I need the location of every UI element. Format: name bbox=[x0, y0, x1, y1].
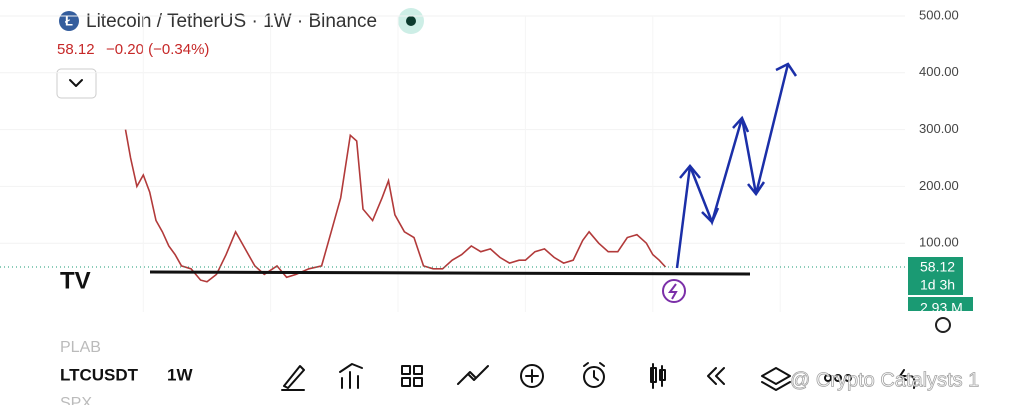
price-line bbox=[124, 129, 667, 283]
coin-letter: Ł bbox=[65, 13, 73, 28]
collapse-button[interactable] bbox=[56, 68, 97, 99]
price-tag bbox=[908, 257, 963, 295]
alert-tool[interactable] bbox=[583, 366, 605, 388]
arrow-heads bbox=[679, 62, 798, 225]
indicators-tool[interactable] bbox=[339, 363, 363, 389]
symbol-above[interactable]: PLAB bbox=[60, 339, 101, 356]
more-dot[interactable] bbox=[844, 374, 852, 382]
settings-icon[interactable] bbox=[935, 317, 951, 333]
countdown: 1d 3h bbox=[920, 277, 955, 293]
candle-tool[interactable] bbox=[650, 363, 666, 389]
compare-tool[interactable] bbox=[457, 365, 489, 385]
symbol-below[interactable]: SPX bbox=[60, 395, 92, 410]
status-dot bbox=[406, 16, 416, 26]
last-price: 58.12 bbox=[57, 41, 95, 58]
undo-tool[interactable] bbox=[899, 369, 916, 389]
volume-tag bbox=[908, 297, 973, 311]
y-tick-label: 300.00 bbox=[919, 121, 959, 136]
symbol[interactable]: LTCUSDT bbox=[60, 365, 139, 384]
price-tag-value: 58.12 bbox=[920, 259, 955, 275]
projection-path bbox=[675, 63, 790, 269]
support-line bbox=[149, 270, 751, 276]
draw-tool[interactable] bbox=[281, 365, 305, 391]
title: Litecoin / TetherUS · 1W · Binance bbox=[86, 11, 377, 32]
price-change: −0.20 (−0.34%) bbox=[106, 41, 209, 58]
y-tick-label: 400.00 bbox=[919, 64, 959, 79]
volume-tag-value: 2.93 M bbox=[920, 300, 963, 316]
add-tool[interactable] bbox=[520, 364, 544, 388]
tv-logo: TV bbox=[60, 267, 91, 294]
y-tick-label: 100.00 bbox=[919, 235, 959, 250]
add-plus bbox=[525, 369, 539, 383]
layout-tool[interactable] bbox=[401, 365, 423, 387]
bolt bbox=[668, 283, 678, 300]
watermark: @ Crypto Catalysts 1 bbox=[790, 369, 979, 391]
more-dot[interactable] bbox=[824, 374, 832, 382]
y-tick-label: 200.00 bbox=[919, 178, 959, 193]
toolbar bbox=[0, 338, 1024, 405]
layers-tool[interactable] bbox=[761, 367, 791, 391]
chevron bbox=[69, 79, 83, 87]
interval[interactable]: 1W bbox=[167, 365, 193, 384]
y-tick-label: 500.00 bbox=[919, 7, 959, 22]
more-dot[interactable] bbox=[834, 374, 842, 382]
replay-tool[interactable] bbox=[707, 367, 725, 385]
alert-hands bbox=[583, 362, 605, 381]
